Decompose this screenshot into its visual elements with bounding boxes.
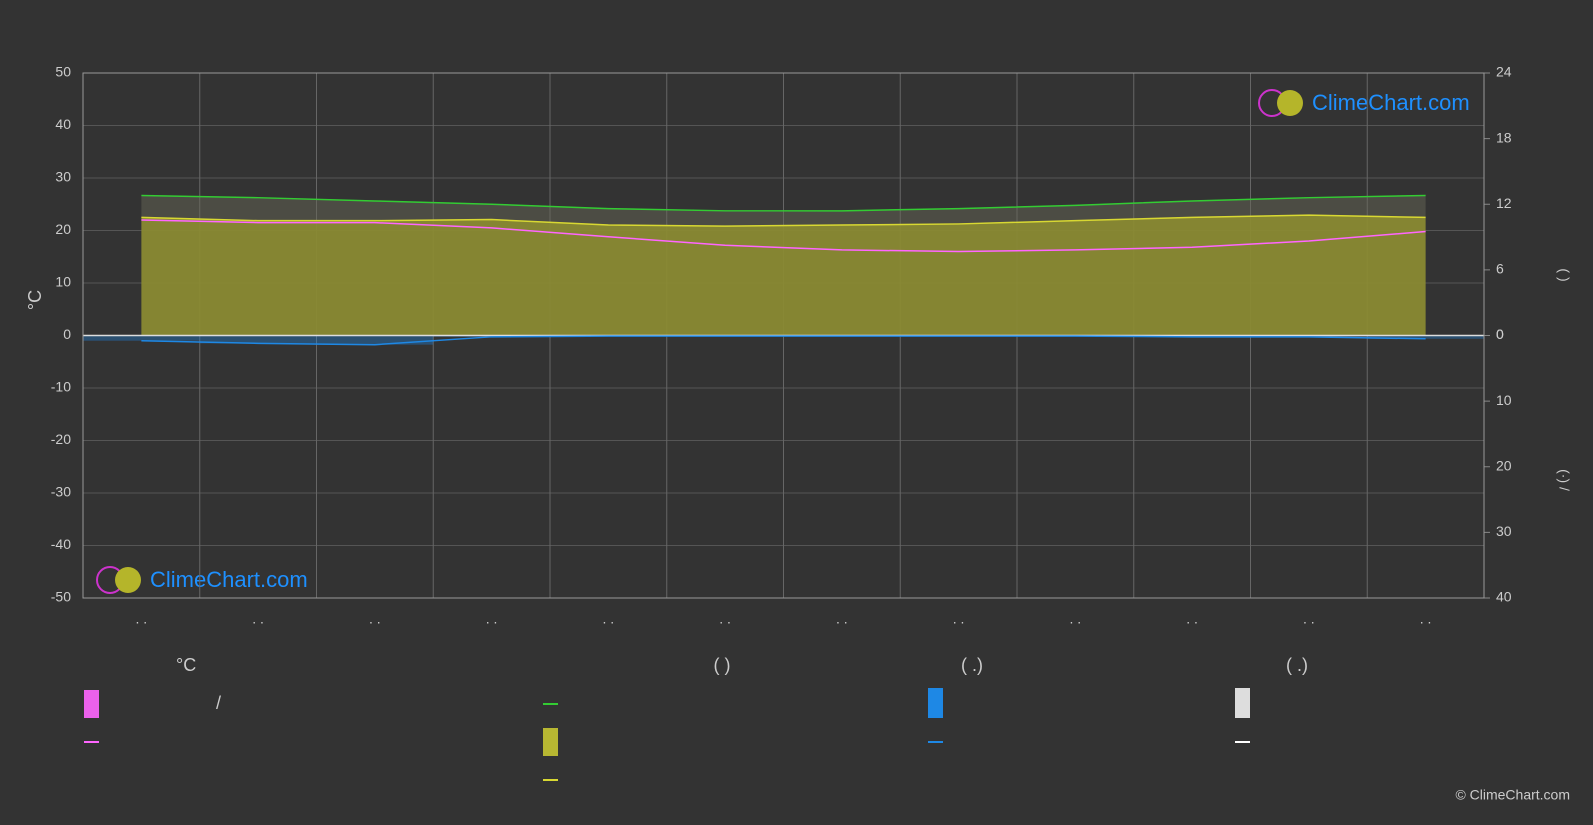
legend-header: ( .) — [961, 655, 983, 675]
x-tick-label: . . — [136, 611, 148, 627]
sunshine-area — [141, 215, 1426, 336]
watermark: ClimeChart.com — [150, 567, 308, 592]
x-tick-label: . . — [1186, 611, 1198, 627]
series-line — [141, 335, 1426, 346]
legend-header: ( .) — [1286, 655, 1308, 675]
x-tick-label: . . — [953, 611, 965, 627]
y-tick-label: -20 — [51, 431, 71, 447]
y-tick-label: 10 — [55, 274, 71, 290]
precipitation-bar — [199, 335, 317, 344]
series-line — [141, 219, 1426, 253]
x-tick-label: . . — [486, 611, 498, 627]
y3-axis-label: (·) / — [1556, 469, 1572, 491]
y-tick-label: 40 — [55, 116, 71, 132]
y3-tick-label: 40 — [1496, 589, 1512, 605]
legend-header: °C — [176, 655, 196, 675]
logo-top: ClimeChart.com — [1258, 89, 1470, 117]
series-line — [141, 194, 1426, 212]
logo-sun — [1277, 90, 1303, 116]
y2-tick-label: 24 — [1496, 64, 1512, 80]
x-tick-label: . . — [1070, 611, 1082, 627]
legend-swatch — [1235, 688, 1250, 718]
legend-swatch — [84, 690, 99, 718]
y3-tick-label: 0 — [1496, 326, 1504, 342]
precipitation-bar — [1367, 335, 1484, 339]
x-tick-label: . . — [719, 611, 731, 627]
x-tick-label: . . — [836, 611, 848, 627]
y2-tick-label: 6 — [1496, 261, 1504, 277]
y-tick-label: -10 — [51, 379, 71, 395]
copyright: © ClimeChart.com — [1455, 787, 1570, 803]
legend-swatch — [928, 688, 943, 718]
y2-tick-label: 12 — [1496, 195, 1512, 211]
y3-tick-label: 30 — [1496, 523, 1512, 539]
series-line — [141, 214, 1426, 227]
logo-bottom: ClimeChart.com — [96, 566, 308, 594]
y-tick-label: 0 — [63, 326, 71, 342]
legend-separator: / — [216, 693, 221, 713]
legend-swatch — [543, 728, 558, 756]
precipitation-bar — [316, 335, 434, 345]
x-tick-label: . . — [252, 611, 264, 627]
x-tick-label: . . — [1303, 611, 1315, 627]
x-tick-label: . . — [1420, 611, 1432, 627]
x-tick-label: . . — [369, 611, 381, 627]
y-tick-label: -30 — [51, 484, 71, 500]
y2-axis-label: ( ) — [1556, 268, 1572, 281]
y-tick-label: 20 — [55, 221, 71, 237]
y-tick-label: 30 — [55, 169, 71, 185]
y-tick-label: 50 — [55, 64, 71, 80]
logo-sun — [115, 567, 141, 593]
y-axis-label: °C — [25, 290, 45, 310]
legend-header: ( ) — [714, 655, 731, 675]
x-tick-label: . . — [603, 611, 615, 627]
plot-frame — [82, 72, 1485, 599]
y3-tick-label: 20 — [1496, 457, 1512, 473]
y2-tick-label: 18 — [1496, 129, 1512, 145]
precipitation-bar — [83, 335, 200, 341]
y2-tick-label: 0 — [1496, 326, 1504, 342]
y-tick-label: -50 — [51, 589, 71, 605]
y3-tick-label: 10 — [1496, 392, 1512, 408]
watermark: ClimeChart.com — [1312, 90, 1470, 115]
y-tick-label: -40 — [51, 536, 71, 552]
